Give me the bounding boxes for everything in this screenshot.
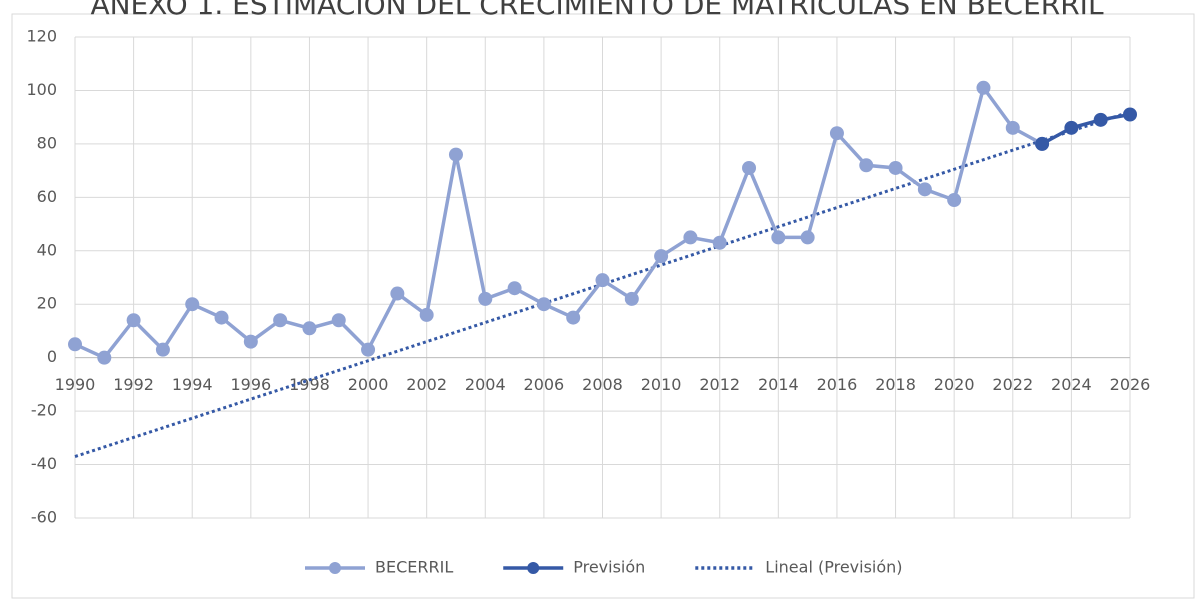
point [390,286,405,301]
y-tick-label: 60 [37,187,57,206]
point [155,342,170,357]
x-tick-label: 2002 [406,375,447,394]
point [917,182,932,197]
point [185,297,200,312]
legend-marker [329,562,341,574]
point [888,160,903,175]
y-tick-label: -40 [31,454,57,473]
point [97,350,112,365]
point [566,310,581,325]
x-tick-label: 2026 [1110,375,1151,394]
point [1093,112,1108,127]
point [536,297,551,312]
point [507,281,522,296]
point [1123,107,1137,122]
legend-label: Previsión [573,558,645,577]
y-tick-label: 40 [37,240,57,259]
y-tick-label: -20 [31,401,57,420]
x-tick-label: 2012 [699,375,740,394]
point [273,313,288,328]
x-tick-label: 2014 [758,375,799,394]
x-tick-label: 2008 [582,375,623,394]
chart-frame [11,13,1195,599]
point [126,313,141,328]
x-tick-label: 1996 [230,375,271,394]
legend-label: BECERRIL [375,558,453,577]
x-tick-label: 2022 [992,375,1033,394]
point [712,235,727,250]
point [654,249,669,264]
point [976,80,991,95]
point [331,313,346,328]
point [947,193,962,208]
point [1064,120,1079,135]
point [68,337,82,352]
point [419,307,434,322]
point [1005,120,1020,135]
y-tick-label: 120 [26,27,57,46]
series-line [1041,112,1131,146]
point [859,158,874,173]
point [595,273,610,288]
x-tick-label: 2020 [934,375,975,394]
x-tick-label: 1998 [289,375,330,394]
x-tick-label: 2024 [1051,375,1092,394]
x-tick-label: 2016 [817,375,858,394]
x-tick-label: 2004 [465,375,506,394]
point [1035,136,1050,151]
point [214,310,229,325]
legend-label: Lineal (Previsión) [765,558,902,577]
x-tick-label: 2000 [348,375,389,394]
y-tick-label: -60 [31,508,57,527]
x-tick-label: 2018 [875,375,916,394]
point [829,126,844,141]
y-tick-label: 20 [37,294,57,313]
point [478,291,493,306]
y-tick-label: 0 [47,347,57,366]
x-tick-label: 1990 [55,375,96,394]
legend-marker [527,562,540,574]
point [302,321,317,336]
y-tick-label: 100 [26,80,57,99]
point [771,230,786,245]
point [742,160,757,175]
point [624,291,639,306]
chart-title: ANEXO 1. ESTIMACIÓN DEL CRECIMIENTO DE M… [90,0,1104,21]
point [361,342,376,357]
point [243,334,258,349]
point [800,230,815,245]
x-tick-label: 2010 [641,375,682,394]
y-tick-label: 80 [37,133,57,152]
point [683,230,698,245]
x-tick-label: 1992 [113,375,154,394]
series-line [74,83,1043,360]
x-tick-label: 2006 [524,375,565,394]
x-tick-label: 1994 [172,375,213,394]
point [448,147,463,162]
